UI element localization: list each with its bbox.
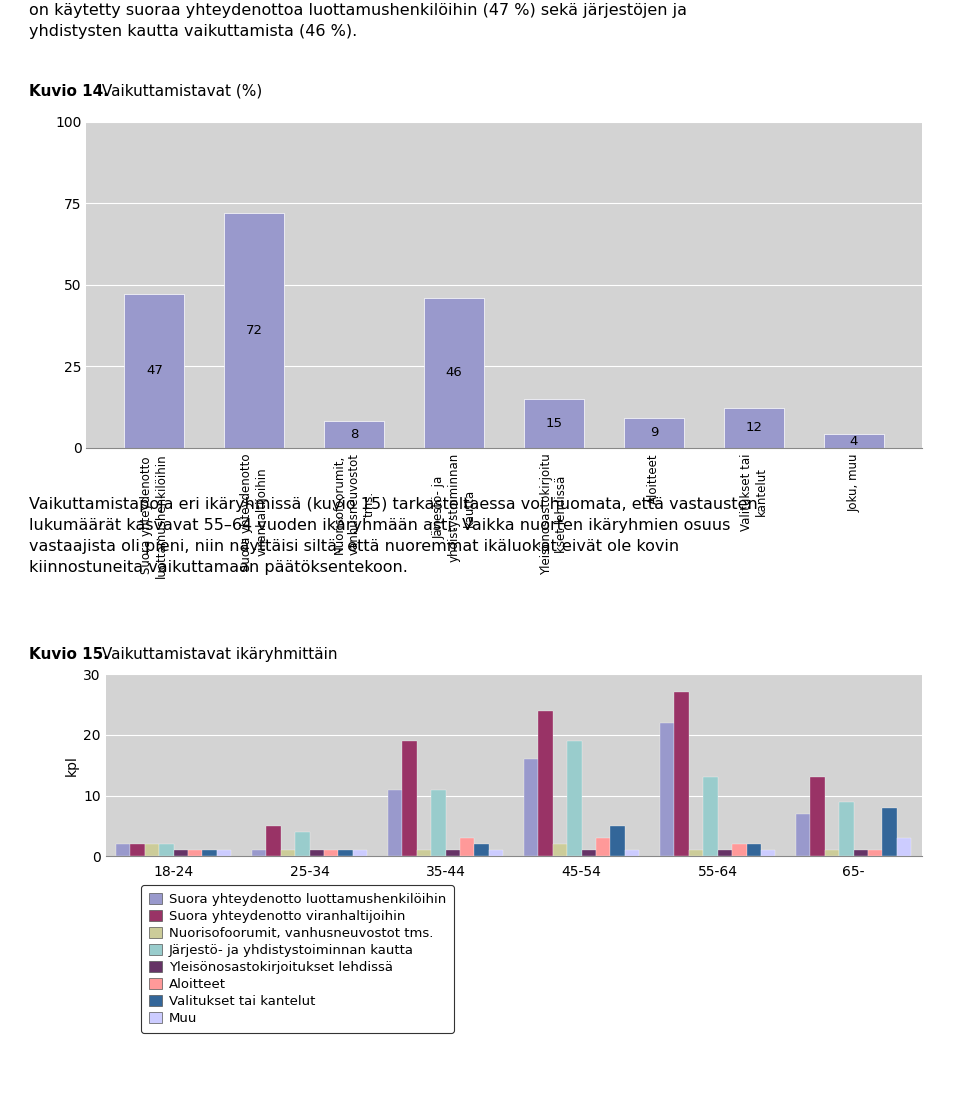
Text: Vaikuttamistapoja eri ikäryhmissä (kuvio 15) tarkasteltaessa voi huomata, että v: Vaikuttamistapoja eri ikäryhmissä (kuvio…: [29, 497, 757, 576]
Bar: [853, 851, 868, 856]
Legend: Suora yhteydenotto luottamushenkilöihin, Suora yhteydenotto viranhaltijoihin, Nu: Suora yhteydenotto luottamushenkilöihin,…: [141, 885, 454, 1033]
Bar: [445, 851, 460, 856]
Bar: [674, 692, 688, 856]
Bar: [717, 851, 732, 856]
Bar: [810, 778, 825, 856]
Bar: [868, 851, 882, 856]
Bar: [524, 759, 539, 856]
Bar: [624, 418, 684, 448]
Bar: [339, 851, 353, 856]
Text: Vaikuttamistavat ikäryhmittäin: Vaikuttamistavat ikäryhmittäin: [97, 648, 338, 662]
Bar: [688, 851, 703, 856]
Bar: [324, 421, 384, 448]
Bar: [159, 844, 174, 856]
Text: Kuvio 15.: Kuvio 15.: [29, 648, 108, 662]
Bar: [703, 778, 717, 856]
Bar: [252, 851, 266, 856]
Bar: [553, 844, 567, 856]
Text: 9: 9: [650, 427, 658, 440]
Bar: [217, 851, 231, 856]
Bar: [660, 723, 674, 856]
Text: 72: 72: [246, 324, 263, 337]
Bar: [266, 827, 280, 856]
Bar: [225, 213, 284, 448]
Bar: [188, 851, 203, 856]
Text: 12: 12: [745, 421, 762, 434]
Bar: [625, 851, 639, 856]
Bar: [431, 789, 445, 856]
Bar: [125, 294, 184, 448]
Bar: [474, 844, 489, 856]
Bar: [131, 844, 145, 856]
Y-axis label: kpl: kpl: [65, 755, 79, 776]
Bar: [596, 838, 611, 856]
Bar: [324, 851, 339, 856]
Text: 46: 46: [445, 366, 463, 379]
Bar: [460, 838, 474, 856]
Bar: [489, 851, 503, 856]
Text: Vaikuttamistavat (%): Vaikuttamistavat (%): [97, 84, 263, 98]
Bar: [732, 844, 747, 856]
Bar: [724, 409, 783, 448]
Bar: [567, 741, 582, 856]
Bar: [203, 851, 217, 856]
Bar: [116, 844, 131, 856]
Bar: [761, 851, 776, 856]
Text: 47: 47: [146, 365, 163, 378]
Bar: [145, 844, 159, 856]
Bar: [309, 851, 324, 856]
Bar: [353, 851, 368, 856]
Bar: [388, 789, 402, 856]
Bar: [174, 851, 188, 856]
Bar: [424, 297, 484, 448]
Bar: [839, 802, 853, 856]
Bar: [402, 741, 417, 856]
Bar: [524, 399, 584, 448]
Bar: [897, 838, 911, 856]
Bar: [280, 851, 295, 856]
Text: Kuvio 14.: Kuvio 14.: [29, 84, 108, 98]
Text: 4: 4: [850, 434, 858, 448]
Bar: [824, 434, 883, 448]
Bar: [417, 851, 431, 856]
Text: 15: 15: [545, 417, 563, 430]
Bar: [539, 711, 553, 856]
Bar: [796, 813, 810, 856]
Bar: [747, 844, 761, 856]
Bar: [825, 851, 839, 856]
Bar: [882, 808, 897, 856]
Text: 8: 8: [350, 428, 358, 441]
Text: on käytetty suoraa yhteydenottoa luottamushenkilöihin (47 %) sekä järjestöjen ja: on käytetty suoraa yhteydenottoa luottam…: [29, 3, 686, 40]
Bar: [611, 827, 625, 856]
Bar: [582, 851, 596, 856]
Bar: [295, 832, 309, 856]
